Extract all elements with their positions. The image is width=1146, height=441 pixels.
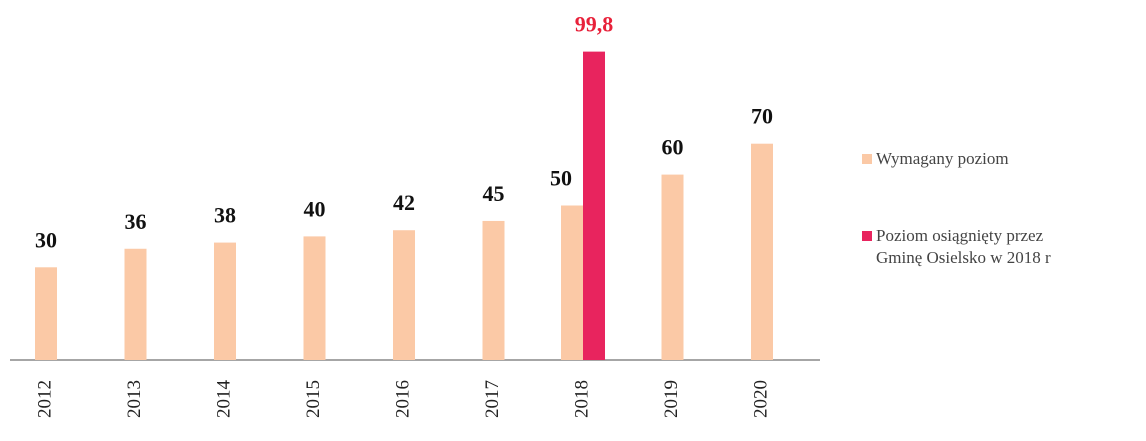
- bar: [561, 205, 583, 360]
- bar: [661, 174, 684, 360]
- legend-label: Poziom osiągnięty przez Gminę Osielsko w…: [876, 226, 1051, 267]
- bar: [393, 230, 415, 360]
- data-label: 42: [393, 190, 415, 215]
- x-tick-label: 2014: [213, 380, 234, 419]
- data-label: 45: [483, 181, 505, 206]
- x-tick-label: 2020: [750, 380, 771, 418]
- legend-label: Wymagany poziom: [876, 149, 1009, 168]
- x-tick-label: 2017: [482, 380, 503, 418]
- data-label: 36: [125, 209, 147, 234]
- bar: [583, 51, 605, 360]
- bar: [751, 143, 773, 360]
- data-label: 60: [662, 135, 684, 160]
- x-tick-label: 2019: [661, 380, 682, 418]
- data-label: 30: [35, 227, 57, 252]
- bar: [214, 242, 236, 360]
- x-tick-label: 2016: [392, 380, 413, 418]
- data-label: 38: [214, 203, 236, 228]
- bar: [124, 248, 147, 360]
- x-tick-label: 2013: [124, 380, 145, 418]
- x-tick-label: 2018: [571, 380, 592, 418]
- bar: [303, 236, 326, 360]
- data-label: 99,8: [575, 12, 614, 37]
- x-tick-label: 2012: [34, 380, 55, 418]
- legend-swatch: [862, 231, 872, 241]
- data-label: 50: [550, 166, 572, 191]
- x-tick-label: 2015: [303, 380, 324, 418]
- legend-swatch: [862, 154, 872, 164]
- data-label: 70: [751, 104, 773, 129]
- bar: [35, 267, 57, 360]
- bar: [482, 220, 505, 360]
- data-label: 40: [304, 196, 326, 221]
